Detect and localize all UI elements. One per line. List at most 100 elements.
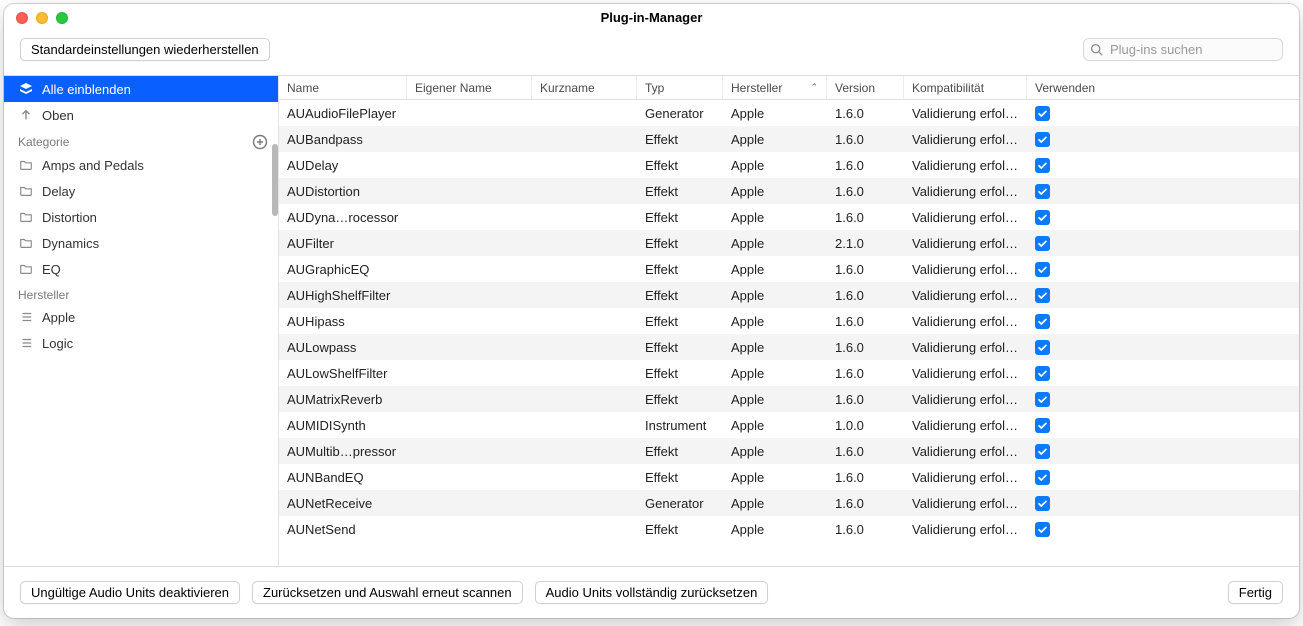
col-name[interactable]: Name (279, 76, 407, 99)
cell-type: Effekt (637, 184, 723, 199)
folder-icon (18, 261, 34, 277)
cell-version: 1.6.0 (827, 210, 904, 225)
use-checkbox[interactable] (1035, 184, 1050, 199)
category-header-label: Kategorie (18, 135, 69, 149)
table-row[interactable]: AULowpassEffektApple1.6.0Validierung erf… (279, 334, 1299, 360)
folder-icon (18, 157, 34, 173)
cell-manufacturer: Apple (723, 496, 827, 511)
col-compatibility[interactable]: Kompatibilität (904, 76, 1027, 99)
table-row[interactable]: AUHipassEffektApple1.6.0Validierung erfo… (279, 308, 1299, 334)
cell-name: AUNetSend (279, 522, 407, 537)
reset-rescan-button[interactable]: Zurücksetzen und Auswahl erneut scannen (252, 581, 523, 604)
use-checkbox[interactable] (1035, 418, 1050, 433)
cell-name: AUAudioFilePlayer (279, 106, 407, 121)
cell-name: AUDyna…rocessor (279, 210, 407, 225)
stack-icon (18, 81, 34, 97)
cell-type: Effekt (637, 340, 723, 355)
cell-use (1027, 132, 1089, 147)
cell-manufacturer: Apple (723, 236, 827, 251)
table-row[interactable]: AUGraphicEQEffektApple1.6.0Validierung e… (279, 256, 1299, 282)
cell-name: AUGraphicEQ (279, 262, 407, 277)
use-checkbox[interactable] (1035, 236, 1050, 251)
table-row[interactable]: AULowShelfFilterEffektApple1.6.0Validier… (279, 360, 1299, 386)
use-checkbox[interactable] (1035, 106, 1050, 121)
category-label: Distortion (42, 210, 97, 225)
table-row[interactable]: AUMatrixReverbEffektApple1.6.0Validierun… (279, 386, 1299, 412)
cell-version: 1.6.0 (827, 158, 904, 173)
use-checkbox[interactable] (1035, 132, 1050, 147)
cell-version: 1.6.0 (827, 340, 904, 355)
table-row[interactable]: AUDyna…rocessorEffektApple1.6.0Validieru… (279, 204, 1299, 230)
cell-use (1027, 444, 1089, 459)
cell-compatibility: Validierung erfol… (904, 444, 1027, 459)
table-row[interactable]: AUMultib…pressorEffektApple1.6.0Validier… (279, 438, 1299, 464)
sidebar-manufacturer-item[interactable]: Apple (4, 304, 278, 330)
col-manufacturer[interactable]: Hersteller⌃ (723, 76, 827, 99)
use-checkbox[interactable] (1035, 392, 1050, 407)
cell-compatibility: Validierung erfol… (904, 314, 1027, 329)
col-own-name[interactable]: Eigener Name (407, 76, 532, 99)
cell-name: AUMIDISynth (279, 418, 407, 433)
deactivate-invalid-button[interactable]: Ungültige Audio Units deaktivieren (20, 581, 240, 604)
use-checkbox[interactable] (1035, 496, 1050, 511)
sidebar-scrollbar[interactable] (272, 144, 278, 216)
table-row[interactable]: AUNetSendEffektApple1.6.0Validierung erf… (279, 516, 1299, 542)
cell-type: Generator (637, 496, 723, 511)
use-checkbox[interactable] (1035, 444, 1050, 459)
search-field[interactable] (1083, 38, 1283, 61)
restore-defaults-button[interactable]: Standardeinstellungen wiederherstellen (20, 38, 270, 61)
col-short-label: Kurzname (540, 81, 595, 95)
sidebar-manufacturer-item[interactable]: Logic (4, 330, 278, 356)
cell-manufacturer: Apple (723, 314, 827, 329)
sidebar-category-item[interactable]: EQ (4, 256, 278, 282)
cell-version: 1.6.0 (827, 496, 904, 511)
cell-use (1027, 340, 1089, 355)
col-type[interactable]: Typ (637, 76, 723, 99)
table-row[interactable]: AUNetReceiveGeneratorApple1.6.0Validieru… (279, 490, 1299, 516)
use-checkbox[interactable] (1035, 288, 1050, 303)
table-row[interactable]: AUAudioFilePlayerGeneratorApple1.6.0Vali… (279, 100, 1299, 126)
sidebar-category-item[interactable]: Amps and Pedals (4, 152, 278, 178)
category-label: Amps and Pedals (42, 158, 144, 173)
table-row[interactable]: AUMIDISynthInstrumentApple1.0.0Validieru… (279, 412, 1299, 438)
use-checkbox[interactable] (1035, 366, 1050, 381)
table-row[interactable]: AUNBandEQEffektApple1.6.0Validierung erf… (279, 464, 1299, 490)
use-checkbox[interactable] (1035, 470, 1050, 485)
cell-type: Effekt (637, 132, 723, 147)
use-checkbox[interactable] (1035, 522, 1050, 537)
sidebar-category-item[interactable]: Dynamics (4, 230, 278, 256)
search-input[interactable] (1083, 38, 1283, 61)
cell-compatibility: Validierung erfol… (904, 366, 1027, 381)
category-header: Kategorie (4, 128, 278, 152)
table-row[interactable]: AUFilterEffektApple2.1.0Validierung erfo… (279, 230, 1299, 256)
add-category-button[interactable] (252, 134, 268, 150)
cell-version: 1.6.0 (827, 444, 904, 459)
sidebar-show-all[interactable]: Alle einblenden (4, 76, 278, 102)
sidebar-up[interactable]: Oben (4, 102, 278, 128)
table-row[interactable]: AUHighShelfFilterEffektApple1.6.0Validie… (279, 282, 1299, 308)
table-row[interactable]: AUBandpassEffektApple1.6.0Validierung er… (279, 126, 1299, 152)
cell-compatibility: Validierung erfol… (904, 236, 1027, 251)
use-checkbox[interactable] (1035, 158, 1050, 173)
cell-compatibility: Validierung erfol… (904, 288, 1027, 303)
sidebar-show-all-label: Alle einblenden (42, 82, 131, 97)
use-checkbox[interactable] (1035, 262, 1050, 277)
table-row[interactable]: AUDistortionEffektApple1.6.0Validierung … (279, 178, 1299, 204)
cell-name: AULowpass (279, 340, 407, 355)
full-reset-button[interactable]: Audio Units vollständig zurücksetzen (535, 581, 769, 604)
table-row[interactable]: AUDelayEffektApple1.6.0Validierung erfol… (279, 152, 1299, 178)
sidebar-category-item[interactable]: Distortion (4, 204, 278, 230)
arrow-up-icon (18, 107, 34, 123)
use-checkbox[interactable] (1035, 210, 1050, 225)
sidebar-category-item[interactable]: Delay (4, 178, 278, 204)
col-use[interactable]: Verwenden (1027, 76, 1089, 99)
col-short-name[interactable]: Kurzname (532, 76, 637, 99)
folder-icon (18, 235, 34, 251)
cell-name: AUHipass (279, 314, 407, 329)
use-checkbox[interactable] (1035, 314, 1050, 329)
use-checkbox[interactable] (1035, 340, 1050, 355)
cell-use (1027, 314, 1089, 329)
done-button[interactable]: Fertig (1228, 581, 1283, 604)
cell-version: 1.0.0 (827, 418, 904, 433)
col-version[interactable]: Version (827, 76, 904, 99)
